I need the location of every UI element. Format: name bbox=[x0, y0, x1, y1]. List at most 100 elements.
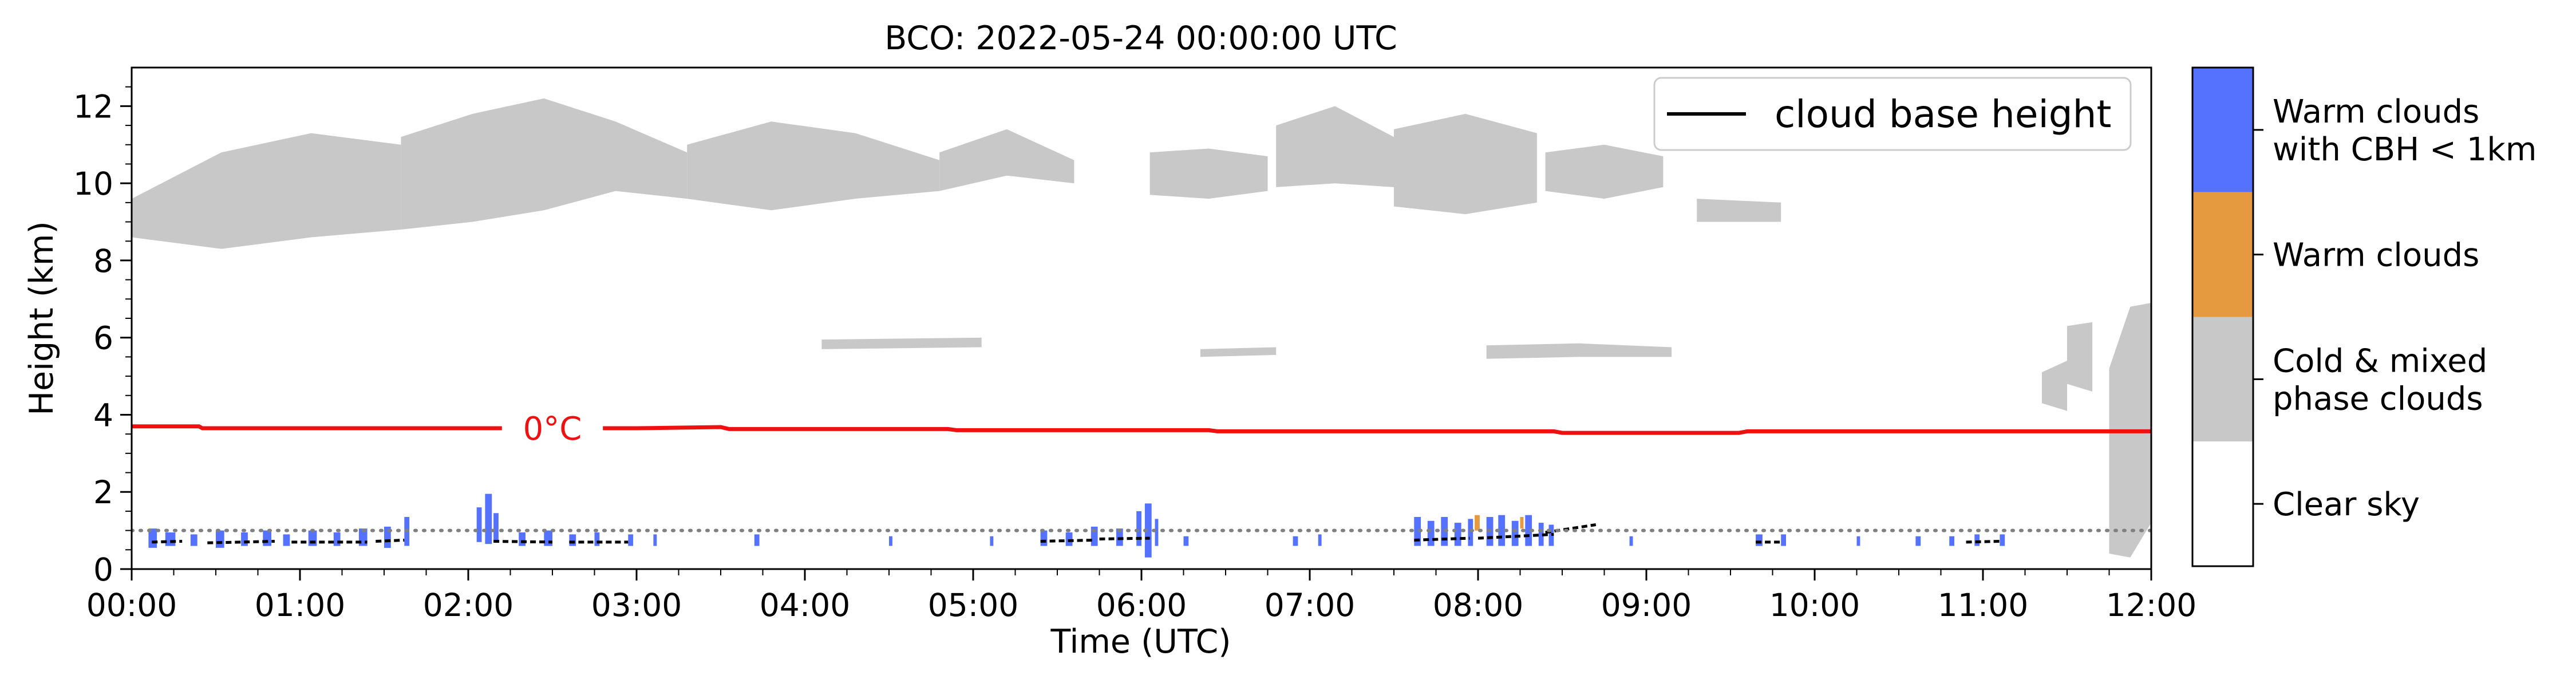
cloud-base-height-segment bbox=[1099, 536, 1150, 540]
warm-low-cloud-cell bbox=[263, 530, 271, 546]
cloud-base-height-segment bbox=[207, 539, 275, 544]
warm-low-cloud-cell bbox=[1454, 523, 1461, 546]
warm-low-cloud-cell bbox=[1091, 526, 1098, 546]
warm-low-cloud-cell bbox=[1183, 536, 1189, 546]
warm-low-cloud-cell bbox=[165, 532, 176, 546]
warm-low-cloud-cell bbox=[493, 513, 499, 542]
x-tick-label: 06:00 bbox=[1096, 587, 1187, 623]
y-tick-label: 6 bbox=[93, 320, 113, 357]
warm-low-cloud-cell bbox=[544, 530, 552, 546]
x-tick-label: 12:00 bbox=[2106, 587, 2197, 623]
warm-low-cloud-cell bbox=[216, 530, 224, 548]
cold-cloud-region bbox=[401, 98, 688, 230]
x-tick-label: 03:00 bbox=[591, 587, 682, 623]
cold-cloud-region bbox=[1276, 106, 1394, 187]
warm-low-cloud-cell bbox=[283, 534, 290, 546]
x-tick-label: 02:00 bbox=[423, 587, 514, 623]
colorbar-frame bbox=[2191, 66, 2254, 567]
cloud-base-height-segment bbox=[152, 539, 183, 544]
freezing-level-line bbox=[603, 425, 2151, 435]
warm-low-cloud-cell bbox=[1414, 517, 1421, 546]
cold-cloud-region bbox=[1149, 148, 1268, 199]
x-tick-label: 07:00 bbox=[1265, 587, 1356, 623]
cold-cloud-region bbox=[132, 133, 401, 249]
warm-low-cloud-cell bbox=[190, 534, 197, 546]
warm-low-cloud-cell bbox=[1629, 536, 1633, 546]
x-tick-label: 10:00 bbox=[1769, 587, 1860, 623]
warm-low-cloud-cell bbox=[308, 530, 317, 546]
x-tick-label: 08:00 bbox=[1433, 587, 1524, 623]
warm-cloud-cell bbox=[1475, 515, 1480, 531]
warm-low-cloud-cell bbox=[1155, 519, 1159, 546]
freezing-level-line bbox=[132, 424, 502, 431]
warm-low-cloud-cell bbox=[1538, 523, 1544, 546]
cloud-base-height-segment bbox=[1477, 532, 1554, 540]
cold-cloud-region bbox=[2067, 322, 2093, 392]
axes-layer: 0°C 00:00 01:00 02:00 03:00 04:00 05:00 06:00 07… bbox=[73, 86, 2197, 623]
y-axis-label: Height (km) bbox=[23, 221, 61, 416]
y-tick-label: 12 bbox=[73, 88, 113, 125]
warm-low-cloud-cell bbox=[990, 536, 994, 546]
warm-low-cloud-cell bbox=[1136, 511, 1141, 546]
colorbar-label: with CBH < 1km bbox=[2273, 131, 2537, 168]
warm-low-cloud-cell bbox=[569, 534, 576, 546]
legend: cloud base height bbox=[1653, 77, 2132, 151]
colorbar-swatch bbox=[2192, 441, 2253, 566]
warm-low-cloud-cell bbox=[889, 536, 892, 546]
y-tick-label: 10 bbox=[73, 165, 113, 202]
x-tick-label: 09:00 bbox=[1601, 587, 1692, 623]
y-tick-label: 0 bbox=[93, 551, 113, 588]
x-tick-label: 04:00 bbox=[760, 587, 851, 623]
cloud-base-height-segment bbox=[376, 538, 405, 543]
cold-cloud-region bbox=[821, 337, 982, 349]
warm-low-cloud-cell bbox=[1065, 532, 1073, 546]
warm-low-cloud-cell bbox=[1915, 536, 1921, 546]
colorbar-label: Warm clouds bbox=[2273, 93, 2479, 131]
warm-low-cloud-cell bbox=[476, 507, 482, 542]
x-tick-label: 01:00 bbox=[255, 587, 346, 623]
colorbar-label: Clear sky bbox=[2273, 486, 2420, 523]
x-tick-label: 11:00 bbox=[1938, 587, 2029, 623]
cloud-base-height-segment bbox=[1966, 539, 2000, 544]
y-tick-label: 2 bbox=[93, 474, 113, 511]
cold-cloud-region bbox=[1697, 199, 1781, 222]
warm-low-cloud-cell bbox=[1756, 534, 1763, 546]
warm-low-cloud-cell bbox=[1427, 520, 1435, 546]
warm-low-cloud-cell bbox=[754, 534, 760, 546]
freezing-level-label: 0°C bbox=[523, 410, 582, 448]
warm-low-cloud-cell bbox=[1468, 519, 1473, 546]
cold-cloud-region bbox=[1545, 144, 1664, 199]
warm-low-cloud-cell bbox=[1318, 534, 1322, 546]
x-axis-label: Time (UTC) bbox=[1050, 623, 1231, 661]
warm-low-cloud-cell bbox=[241, 532, 248, 546]
warm-low-cloud-cell bbox=[333, 532, 341, 546]
colorbar-label: phase clouds bbox=[2273, 380, 2483, 417]
warm-low-cloud-cell bbox=[628, 534, 634, 546]
warm-low-cloud-cell bbox=[1144, 503, 1152, 558]
warm-low-cloud-cell bbox=[1781, 534, 1786, 546]
cloud-base-height-segment bbox=[1414, 536, 1470, 542]
warm-low-cloud-cell bbox=[1525, 515, 1532, 546]
x-tick-label: 00:00 bbox=[86, 587, 177, 623]
warm-low-cloud-cell bbox=[1548, 524, 1554, 546]
warm-low-cloud-cell bbox=[485, 493, 492, 544]
colorbar-swatch bbox=[2192, 68, 2253, 192]
warm-low-cloud-cell bbox=[1856, 536, 1860, 546]
cold-cloud-region bbox=[2041, 361, 2067, 411]
cold-cloud-region bbox=[939, 129, 1074, 191]
chart-title: BCO: 2022-05-24 00:00:00 UTC bbox=[884, 19, 1397, 57]
warm-low-cloud-cell bbox=[653, 534, 657, 546]
warm-low-cloud-cell bbox=[1116, 528, 1123, 546]
colorbar-label: Cold & mixed bbox=[2273, 342, 2487, 380]
warm-low-cloud-cell bbox=[519, 532, 526, 546]
warm-low-cloud-cell bbox=[1293, 536, 1298, 546]
colorbar-swatch bbox=[2192, 317, 2253, 442]
colorbar-swatch bbox=[2192, 192, 2253, 317]
colorbar-label: Warm clouds bbox=[2273, 237, 2479, 274]
warm-low-cloud-cell bbox=[594, 532, 600, 546]
y-tick-label: 8 bbox=[93, 243, 113, 279]
cloud-base-height-segment bbox=[493, 539, 553, 544]
x-tick-label: 05:00 bbox=[928, 587, 1019, 623]
data-layer bbox=[132, 98, 2151, 558]
